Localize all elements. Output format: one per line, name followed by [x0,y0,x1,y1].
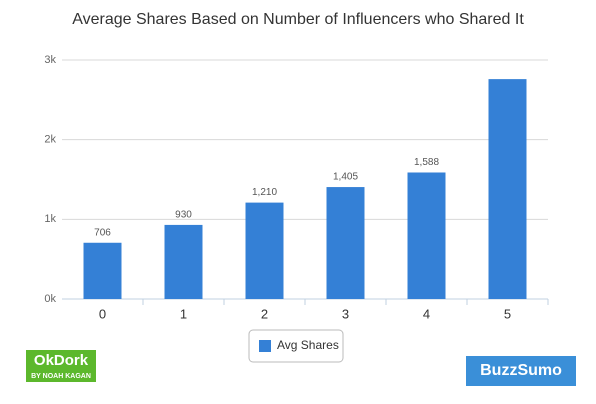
value-label: 1,405 [333,172,358,183]
left-logo-sub: BY NOAH KAGAN [31,373,91,380]
bar [326,187,365,299]
right-logo-box [466,356,576,386]
bar [83,242,122,299]
right-logo: BuzzSumo [480,362,562,379]
value-label: 1,210 [252,187,277,198]
legend-box [248,329,344,363]
value-label: 930 [175,210,192,221]
value-label: 706 [94,227,111,238]
x-tick-label: 2 [261,306,268,321]
x-tick-label: 4 [423,306,430,321]
left-logo-box [26,350,96,382]
bar [488,79,527,300]
chart-title: Average Shares Based on Number of Influe… [72,11,524,28]
y-tick-label: 3k [44,54,56,66]
y-tick-label: 1k [44,213,56,225]
y-tick-label: 2k [44,134,56,146]
value-label: 1,588 [414,157,439,168]
x-tick-label: 0 [99,306,106,321]
y-tick-label: 0k [44,293,56,305]
legend-swatch [259,340,271,352]
x-tick-label: 5 [504,306,511,321]
x-tick-label: 1 [180,306,187,321]
bar [164,224,203,299]
x-tick-label: 3 [342,306,349,321]
bar [407,172,446,299]
legend-label: Avg Shares [277,338,339,352]
left-logo: OkDork [34,352,89,369]
bar [245,202,284,299]
